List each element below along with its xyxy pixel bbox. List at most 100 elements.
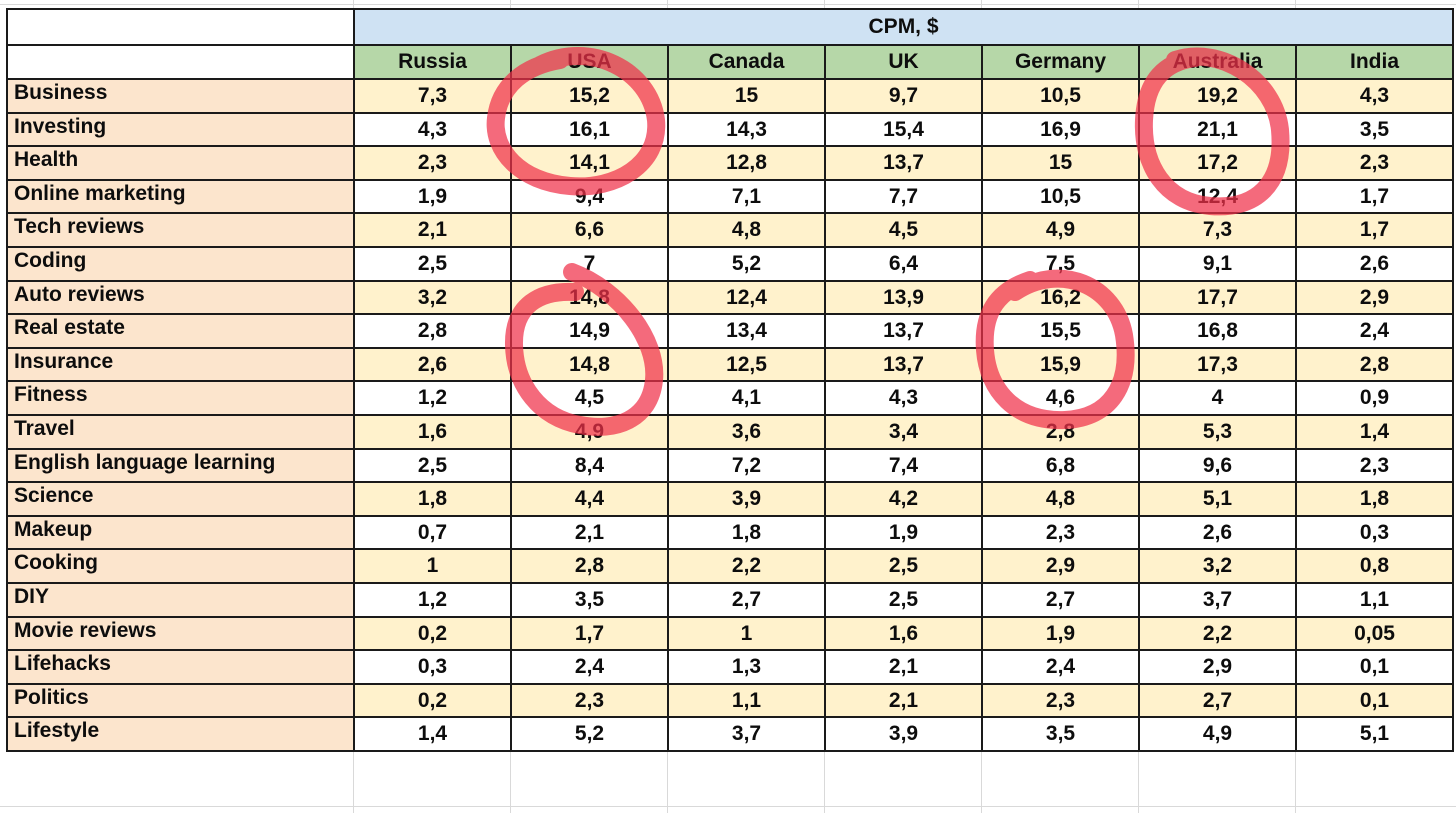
cpm-value-cell[interactable]: 1,8 bbox=[353, 481, 512, 517]
cpm-value-cell[interactable]: 14,3 bbox=[667, 111, 826, 148]
cpm-value-cell[interactable]: 15 bbox=[981, 145, 1140, 181]
cpm-value-cell[interactable]: 7 bbox=[510, 245, 669, 282]
cpm-value-cell[interactable]: 1,3 bbox=[667, 649, 826, 685]
cpm-value-cell[interactable]: 2,3 bbox=[981, 514, 1140, 551]
cpm-value-cell[interactable]: 0,8 bbox=[1294, 548, 1455, 584]
cpm-value-cell[interactable]: 0,9 bbox=[1294, 380, 1455, 416]
cpm-value-cell[interactable]: 2,7 bbox=[981, 581, 1140, 618]
cpm-value-cell[interactable]: 0,2 bbox=[353, 682, 512, 719]
cpm-value-cell[interactable]: 3,2 bbox=[1138, 548, 1297, 584]
cpm-header-title[interactable]: CPM, $ bbox=[352, 8, 1455, 46]
cpm-value-cell[interactable]: 13,7 bbox=[824, 145, 983, 181]
country-header-russia[interactable]: Russia bbox=[353, 44, 512, 80]
cpm-value-cell[interactable]: 4,2 bbox=[824, 481, 983, 517]
cpm-value-cell[interactable]: 2,7 bbox=[1138, 682, 1297, 719]
cpm-value-cell[interactable]: 15,5 bbox=[981, 313, 1140, 349]
cpm-value-cell[interactable]: 5,1 bbox=[1294, 716, 1455, 752]
cpm-value-cell[interactable]: 3,7 bbox=[667, 716, 826, 752]
cpm-value-cell[interactable]: 2,3 bbox=[353, 145, 512, 181]
country-header-germany[interactable]: Germany bbox=[981, 44, 1140, 80]
cpm-value-cell[interactable]: 13,9 bbox=[824, 279, 983, 316]
row-label-cell[interactable]: Lifestyle bbox=[6, 716, 355, 752]
cpm-value-cell[interactable]: 1,6 bbox=[824, 615, 983, 652]
cpm-value-cell[interactable]: 3,4 bbox=[824, 413, 983, 450]
cpm-value-cell[interactable]: 2,8 bbox=[981, 413, 1140, 450]
cpm-value-cell[interactable]: 21,1 bbox=[1138, 111, 1297, 148]
row-label-cell[interactable]: Science bbox=[6, 481, 355, 517]
cpm-value-cell[interactable]: 4,9 bbox=[981, 212, 1140, 248]
cpm-value-cell[interactable]: 5,3 bbox=[1138, 413, 1297, 450]
country-header-canada[interactable]: Canada bbox=[667, 44, 826, 80]
cpm-value-cell[interactable]: 5,2 bbox=[510, 716, 669, 752]
cpm-value-cell[interactable]: 2,1 bbox=[353, 212, 512, 248]
cpm-value-cell[interactable]: 6,6 bbox=[510, 212, 669, 248]
cpm-value-cell[interactable]: 6,4 bbox=[824, 245, 983, 282]
cpm-value-cell[interactable]: 17,7 bbox=[1138, 279, 1297, 316]
cpm-value-cell[interactable]: 2,6 bbox=[353, 346, 512, 383]
row-label-cell[interactable]: Auto reviews bbox=[6, 279, 355, 316]
cpm-value-cell[interactable]: 1,4 bbox=[1294, 413, 1455, 450]
cpm-value-cell[interactable]: 4,4 bbox=[510, 481, 669, 517]
cpm-value-cell[interactable]: 19,2 bbox=[1138, 78, 1297, 114]
cpm-value-cell[interactable]: 1,9 bbox=[981, 615, 1140, 652]
cpm-value-cell[interactable]: 2,5 bbox=[353, 245, 512, 282]
cpm-value-cell[interactable]: 1,7 bbox=[1294, 178, 1455, 215]
cpm-value-cell[interactable]: 3,9 bbox=[667, 481, 826, 517]
cpm-value-cell[interactable]: 4,8 bbox=[981, 481, 1140, 517]
cpm-value-cell[interactable]: 6,8 bbox=[981, 447, 1140, 484]
corner-cell[interactable] bbox=[6, 8, 355, 46]
cpm-value-cell[interactable]: 12,4 bbox=[667, 279, 826, 316]
cpm-value-cell[interactable]: 2,1 bbox=[510, 514, 669, 551]
empty-header-cell[interactable] bbox=[6, 44, 355, 80]
cpm-value-cell[interactable]: 2,9 bbox=[981, 548, 1140, 584]
cpm-value-cell[interactable]: 4,9 bbox=[1138, 716, 1297, 752]
cpm-value-cell[interactable]: 1 bbox=[667, 615, 826, 652]
cpm-value-cell[interactable]: 2,3 bbox=[510, 682, 669, 719]
cpm-value-cell[interactable]: 2,9 bbox=[1138, 649, 1297, 685]
cpm-value-cell[interactable]: 4,6 bbox=[981, 380, 1140, 416]
cpm-value-cell[interactable]: 2,8 bbox=[510, 548, 669, 584]
cpm-value-cell[interactable]: 9,6 bbox=[1138, 447, 1297, 484]
cpm-value-cell[interactable]: 4,1 bbox=[667, 380, 826, 416]
cpm-value-cell[interactable]: 2,4 bbox=[981, 649, 1140, 685]
cpm-value-cell[interactable]: 0,1 bbox=[1294, 682, 1455, 719]
cpm-value-cell[interactable]: 15,4 bbox=[824, 111, 983, 148]
cpm-value-cell[interactable]: 16,1 bbox=[510, 111, 669, 148]
cpm-value-cell[interactable]: 4,3 bbox=[353, 111, 512, 148]
cpm-value-cell[interactable]: 2,3 bbox=[1294, 447, 1455, 484]
cpm-value-cell[interactable]: 4,3 bbox=[824, 380, 983, 416]
cpm-value-cell[interactable]: 17,3 bbox=[1138, 346, 1297, 383]
cpm-value-cell[interactable]: 12,8 bbox=[667, 145, 826, 181]
cpm-value-cell[interactable]: 9,4 bbox=[510, 178, 669, 215]
cpm-value-cell[interactable]: 2,8 bbox=[1294, 346, 1455, 383]
cpm-value-cell[interactable]: 14,8 bbox=[510, 279, 669, 316]
cpm-value-cell[interactable]: 10,5 bbox=[981, 78, 1140, 114]
cpm-value-cell[interactable]: 7,2 bbox=[667, 447, 826, 484]
cpm-value-cell[interactable]: 2,5 bbox=[824, 548, 983, 584]
cpm-value-cell[interactable]: 2,1 bbox=[824, 649, 983, 685]
cpm-value-cell[interactable]: 4,9 bbox=[510, 413, 669, 450]
cpm-value-cell[interactable]: 12,4 bbox=[1138, 178, 1297, 215]
cpm-value-cell[interactable]: 2,8 bbox=[353, 313, 512, 349]
cpm-value-cell[interactable]: 7,3 bbox=[1138, 212, 1297, 248]
cpm-value-cell[interactable]: 15,2 bbox=[510, 78, 669, 114]
row-label-cell[interactable]: Movie reviews bbox=[6, 615, 355, 652]
cpm-value-cell[interactable]: 3,7 bbox=[1138, 581, 1297, 618]
cpm-value-cell[interactable]: 2,7 bbox=[667, 581, 826, 618]
row-label-cell[interactable]: DIY bbox=[6, 581, 355, 618]
cpm-value-cell[interactable]: 2,9 bbox=[1294, 279, 1455, 316]
cpm-value-cell[interactable]: 3,5 bbox=[981, 716, 1140, 752]
cpm-value-cell[interactable]: 1,9 bbox=[824, 514, 983, 551]
cpm-value-cell[interactable]: 4,3 bbox=[1294, 78, 1455, 114]
row-label-cell[interactable]: Real estate bbox=[6, 313, 355, 349]
cpm-value-cell[interactable]: 15 bbox=[667, 78, 826, 114]
cpm-value-cell[interactable]: 0,3 bbox=[1294, 514, 1455, 551]
cpm-value-cell[interactable]: 7,3 bbox=[353, 78, 512, 114]
cpm-value-cell[interactable]: 0,2 bbox=[353, 615, 512, 652]
cpm-value-cell[interactable]: 1,6 bbox=[353, 413, 512, 450]
row-label-cell[interactable]: Fitness bbox=[6, 380, 355, 416]
row-label-cell[interactable]: Investing bbox=[6, 111, 355, 148]
country-header-india[interactable]: India bbox=[1294, 44, 1455, 80]
cpm-value-cell[interactable]: 2,5 bbox=[824, 581, 983, 618]
cpm-value-cell[interactable]: 1,2 bbox=[353, 581, 512, 618]
